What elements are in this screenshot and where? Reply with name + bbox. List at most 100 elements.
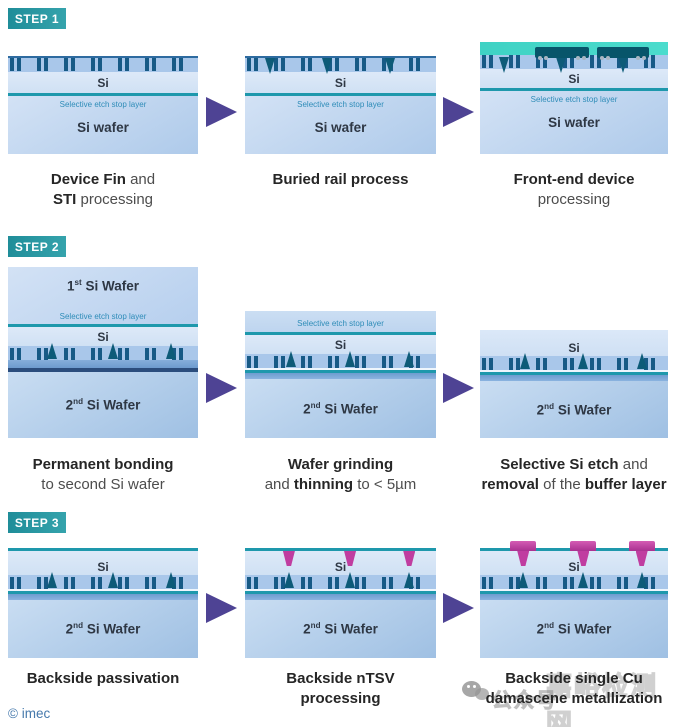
si-label: Si [97,75,109,90]
step-3-captions: Backside passivation Backside nTSV proces… [8,669,680,711]
si-wafer-label: Si wafer [77,120,129,135]
nano-tsv [635,551,648,566]
fin-band [8,343,198,360]
si-label: Si [97,329,109,344]
etch-stop-band: Selective etch stop layer [245,311,436,332]
contact-dot [642,56,647,60]
buried-rail [578,572,589,588]
buried-rail [264,58,275,74]
passivation-line [245,548,436,551]
step-2-badge: STEP 2 [8,236,66,257]
fin-band [245,351,436,368]
si-layer: Si [8,327,198,346]
step-3-wafer-row: Si 2nd Si Wafer Si [8,541,680,658]
etch-stop-label: Selective etch stop layer [297,319,384,328]
fin-pattern [10,58,196,71]
buried-rail [385,58,396,74]
caption-grinding: Wafer grinding and thinning to < 5µm [264,456,417,493]
buried-rail [107,343,118,359]
etch-stop-line [480,88,668,91]
bonding-layer [480,375,668,381]
etch-stop-label: Selective etch stop layer [297,100,384,109]
si-layer: Si [480,69,668,88]
fin-band [8,58,198,72]
arrow-right-icon [442,373,474,403]
buried-rail [404,351,415,367]
step-1-captions: Device Fin and STI processing Buried rail… [8,170,680,210]
buried-rail [283,572,294,588]
second-wafer-body: 2nd Si Wafer [480,600,668,658]
cu-pad [628,541,655,551]
caption-passivation: Backside passivation [26,670,180,687]
si-layer: Si [245,551,436,575]
etch-stop-label: Selective etch stop layer [59,312,147,321]
arrow-right-icon [206,373,237,403]
nano-tsv [577,551,590,566]
watermark-account: 公众号 [492,690,558,713]
wafer-thinned: Selective etch stop layer Si 2nd Si Wafe… [245,311,436,438]
fin-band [480,572,668,589]
second-wafer-label: 2nd Si Wafer [303,621,378,637]
arrow-cell [198,97,245,154]
second-wafer-label: 2nd Si Wafer [303,400,378,417]
buried-rail [46,572,57,588]
arrow-cell [198,593,245,658]
buried-rail [617,57,628,73]
buffer-line [8,589,198,591]
bond-teal-line [480,591,668,594]
nano-tsv [344,551,357,566]
wafer-top-line [245,56,436,58]
arrow-cell [436,97,480,154]
step-2-section: STEP 2 1st Si Wafer Selective etch stop … [0,236,680,495]
caption-front-end: Front-end device processing [513,171,635,208]
first-wafer-body: 1st Si Wafer Selective etch stop layer [8,267,198,324]
gate-bar [596,47,650,60]
wafer-buried-rail: Si Selective etch stop layer Si wafer [245,56,436,154]
arrow-right-icon [206,593,237,623]
caption-device-fin: Device Fin and STI processing [50,171,156,208]
bond-interface-line [8,368,198,372]
bonding-layer [480,594,668,600]
si-layer: Si [8,551,198,575]
watermark-brand: 嘉峪检测网 [545,670,659,727]
buried-rail [107,572,118,588]
si-label: Si [568,560,580,574]
second-wafer-body: 2nd Si Wafer [8,372,198,438]
etch-stop-label: Selective etch stop layer [530,95,618,104]
bonding-layer [245,373,436,379]
contact-dot [543,56,548,60]
etch-stop-line [245,93,436,96]
si-label: Si [97,560,109,574]
si-layer: Si [245,72,436,93]
cu-pad [510,541,537,551]
fin-band [8,572,198,589]
fin-band [480,353,668,370]
second-wafer-body: 2nd Si Wafer [245,600,436,658]
etch-stop-label: Selective etch stop layer [59,100,147,109]
si-wafer-body: Selective etch stop layer Si wafer [480,91,668,154]
buried-rail [345,572,356,588]
wafer-passivated: Si 2nd Si Wafer [8,548,198,658]
gate-bar [534,47,590,60]
caption-ntsv: Backside nTSV processing [286,670,395,707]
bond-teal-line [480,372,668,375]
buried-rail [166,343,177,359]
buffer-line [480,589,668,591]
contact-dot [576,56,581,60]
bond-teal-line [8,591,198,594]
buried-rail [345,351,356,367]
si-wafer-label: Si wafer [314,120,367,135]
buffer-line [245,589,436,591]
buried-rail [555,57,566,73]
step-2-captions: Permanent bonding to second Si wafer Wafe… [8,455,680,495]
bonding-layer [8,360,198,368]
imec-copyright: © imec [8,706,51,721]
buried-rail [166,572,177,588]
first-wafer-label: 1st Si Wafer [67,278,139,294]
si-wafer-body: Selective etch stop layer Si wafer [245,96,436,154]
arrow-cell [436,593,480,658]
wafer-front-end: Si Selective etch stop layer Si wafer [480,42,668,154]
si-label: Si [334,75,347,90]
step-1-wafer-row: Si Selective etch stop layer Si wafer Si… [8,42,680,154]
caption-bonding: Permanent bonding to second Si wafer [32,456,174,493]
